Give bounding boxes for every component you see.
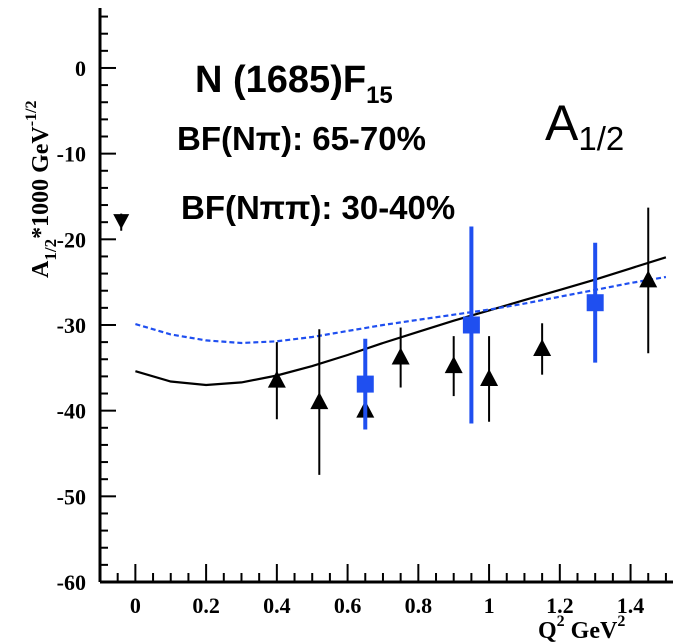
y-tick-label: -30	[57, 313, 86, 338]
triangle-point	[391, 347, 410, 365]
y-tick-label: -50	[57, 484, 86, 509]
dashed-model-curve	[135, 275, 667, 345]
x-tick-label: 1.2	[546, 593, 574, 618]
resonance-label: N (1685)F15	[195, 59, 393, 109]
ticks-layer: 0 -10 -20 -30 -40 -50 -60 0 0.2 0.4 0.6 0.8 1 1.2 1.4	[57, 15, 667, 618]
x-tick-label: 0.8	[405, 593, 433, 618]
triangle-point	[310, 392, 329, 410]
points-layer	[113, 207, 658, 475]
y-tick-label: 0	[75, 56, 86, 81]
x-tick-label: 1.4	[617, 593, 645, 618]
down-triangle-point	[113, 214, 130, 230]
x-axis-title: Q2 GeV2	[538, 613, 625, 643]
triangle-point	[639, 270, 658, 288]
bf-npi-label: BF(Nπ): 65-70%	[177, 120, 426, 157]
y-tick-label: -60	[57, 570, 86, 595]
bf-npipi-label: BF(Nππ): 30-40%	[181, 189, 455, 226]
triangle-point	[267, 370, 286, 388]
y-tick-label: -20	[57, 227, 86, 252]
square-point	[586, 294, 604, 312]
triangle-point	[444, 356, 463, 374]
x-tick-label: 0	[130, 593, 141, 618]
amplitude-label: A1/2	[545, 95, 624, 157]
x-tick-label: 0.4	[263, 593, 291, 618]
x-tick-label: 0.6	[334, 593, 362, 618]
square-point	[462, 316, 480, 334]
x-tick-label: 0.2	[192, 593, 220, 618]
triangle-point	[480, 368, 499, 386]
x-tick-label: 1	[484, 593, 495, 618]
y-axis-title: A1/2*1000 GeV-1/2	[23, 100, 60, 278]
triangle-point	[533, 338, 552, 356]
y-tick-label: -40	[57, 399, 86, 424]
square-point	[356, 375, 374, 393]
y-tick-label: -10	[57, 142, 86, 167]
